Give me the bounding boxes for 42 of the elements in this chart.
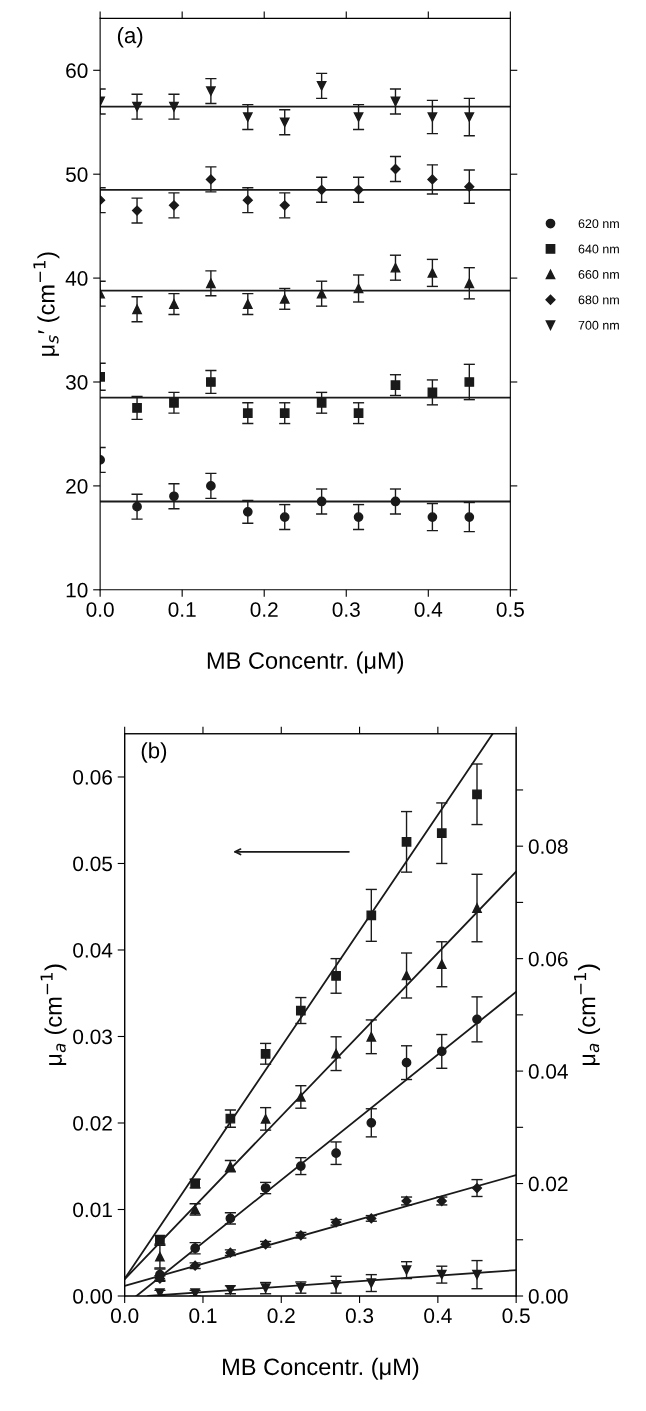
x-tick-label: 0.0: [111, 1308, 139, 1324]
y-tick-label: 50: [65, 167, 88, 182]
legend-label: 620 nm: [578, 219, 619, 229]
y2-axis-title: μ$_{a}$ (cm$^{−1}$): [574, 964, 601, 1066]
legend-label: 660 nm: [578, 270, 619, 279]
x-axis-title: MB Concentr. (μM): [207, 651, 404, 674]
y-tick-label: 30: [65, 375, 88, 390]
legend-label: 640 nm: [578, 244, 619, 254]
y-tick-label: 20: [66, 478, 88, 494]
y-tick-label: 0.06: [73, 769, 112, 785]
y-tick-label: 0.03: [73, 1029, 112, 1045]
x-tick-label: 0.1: [189, 1308, 217, 1324]
y-tick-label: 0.04: [73, 942, 113, 958]
annotation: (a): [117, 26, 143, 48]
x-axis-title: MB Concentr. (μM): [223, 1357, 419, 1380]
y-tick-label: 0.01: [73, 1202, 112, 1218]
x-tick-label: 0.0: [86, 602, 114, 617]
x-tick-label: 0.3: [332, 602, 360, 617]
y-axis-title: μ$_{s}$′ (cm$^{−1}$): [33, 252, 60, 356]
y-tick-label: 0.00: [73, 1289, 113, 1304]
y2-tick-label: 0.06: [528, 951, 568, 967]
y2-tick-label: 0.04: [528, 1064, 568, 1079]
y-tick-label: 0.05: [73, 856, 112, 872]
annotation: (b): [141, 742, 167, 763]
y-tick-label: 60: [66, 63, 88, 79]
x-tick-label: 0.1: [168, 602, 196, 617]
legend-label: 700 nm: [578, 320, 619, 330]
y2-tick-label: 0.02: [528, 1176, 568, 1192]
x-tick-label: 0.4: [424, 1308, 452, 1324]
y2-tick-label: 0.08: [528, 839, 568, 854]
y-tick-label: 10: [66, 582, 88, 598]
legend-label: 680 nm: [578, 295, 619, 305]
x-tick-label: 0.3: [345, 1308, 374, 1324]
y2-tick-label: 0.00: [528, 1289, 568, 1304]
x-tick-label: 0.5: [502, 1308, 530, 1324]
x-tick-label: 0.4: [414, 602, 443, 617]
y-tick-label: 0.02: [73, 1115, 112, 1131]
x-tick-label: 0.5: [496, 602, 524, 617]
x-tick-label: 0.2: [250, 602, 278, 617]
x-tick-label: 0.2: [267, 1308, 295, 1324]
y-axis-title: μ$_{a}$ (cm$^{−1}$): [40, 964, 67, 1066]
y-tick-label: 40: [65, 271, 88, 286]
